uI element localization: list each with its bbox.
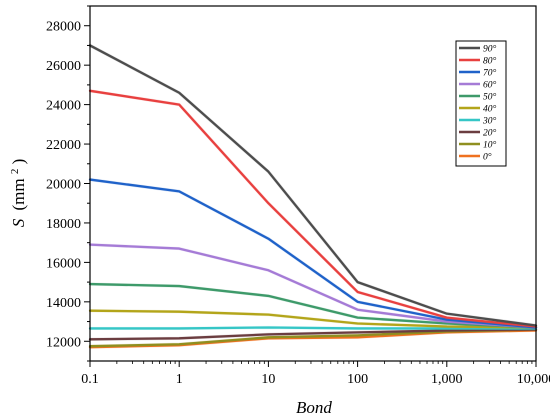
y-tick-label: 14000	[46, 296, 81, 311]
y-tick-label: 28000	[46, 20, 81, 35]
y-tick-label: 26000	[46, 59, 81, 74]
legend-label: 30°	[482, 116, 497, 127]
series-line	[88, 328, 538, 341]
x-tick-label: 1	[176, 372, 183, 387]
legend-label: 0°	[483, 152, 492, 163]
series-line	[88, 178, 538, 329]
series-line	[88, 282, 538, 329]
y-axis-title-close: )	[9, 159, 28, 165]
legend-label: 20°	[483, 128, 497, 139]
x-axis-title: Bond	[296, 398, 332, 417]
legend-label: 70°	[483, 68, 497, 79]
y-tick-label: 24000	[46, 99, 81, 114]
legend: 90°80°70°60°50°40°30°20°10°0°	[455, 40, 507, 167]
x-tick-label: 10	[261, 372, 275, 387]
series-line	[88, 243, 538, 329]
legend-label: 80°	[483, 56, 497, 67]
y-tick-label: 22000	[46, 138, 81, 153]
series-line	[88, 326, 538, 330]
x-tick-label: 10,000	[517, 372, 550, 387]
series-line	[88, 89, 538, 328]
x-tick-label: 1,000	[431, 372, 463, 387]
y-axis-title-sup: 2	[9, 169, 21, 175]
legend-label: 50°	[483, 92, 497, 103]
y-tick-label: 18000	[46, 217, 81, 232]
y-tick-label: 20000	[46, 178, 81, 193]
series-layer	[88, 44, 538, 349]
x-tick-label: 100	[347, 372, 368, 387]
series-line	[88, 309, 538, 329]
legend-label: 60°	[483, 80, 497, 91]
legend-label: 40°	[483, 104, 497, 115]
x-tick-label: 0.1	[81, 372, 99, 387]
y-axis-title-var: S	[9, 218, 28, 227]
series-line	[88, 44, 538, 327]
legend-label: 90°	[483, 44, 497, 55]
y-tick-label: 12000	[46, 335, 81, 350]
legend-label: 10°	[483, 140, 497, 151]
axes-layer: 12000 14000 16000 18000 20000 22000 24000 26000…	[46, 5, 550, 387]
y-tick-label: 16000	[46, 256, 81, 271]
y-axis-title: S (mm 2 )	[3, 159, 28, 228]
y-axis-title-unit: (mm	[9, 178, 28, 210]
